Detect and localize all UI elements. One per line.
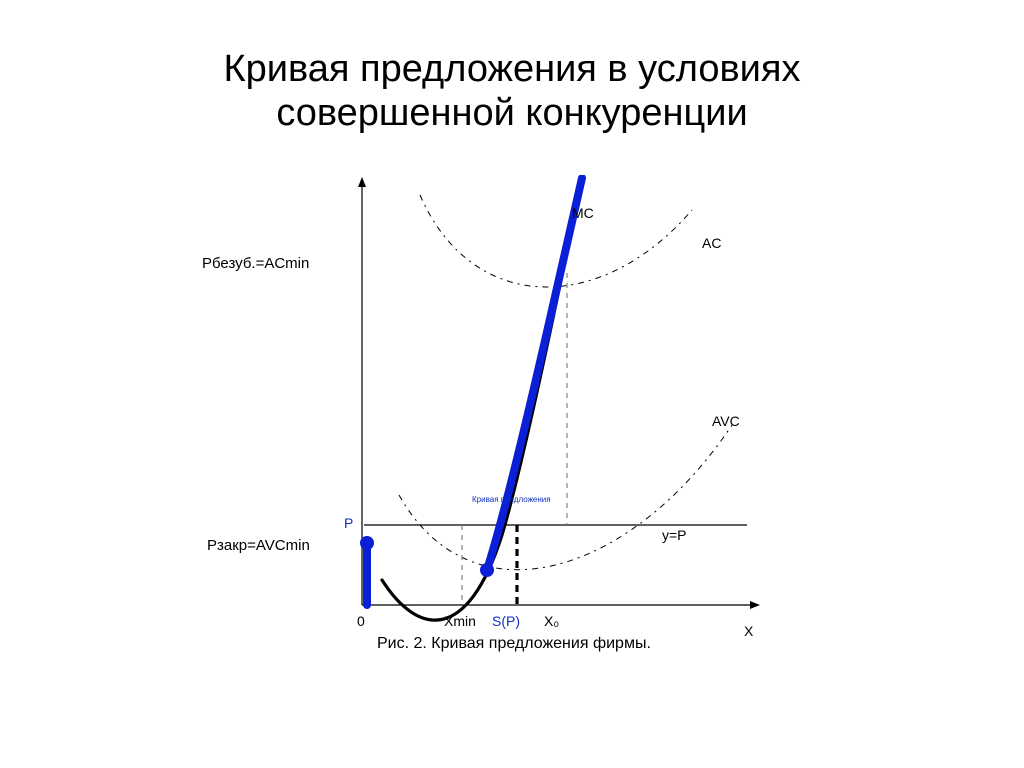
label-p: P	[344, 515, 353, 531]
label-ac: AC	[702, 235, 721, 251]
label-sp: S(P)	[492, 613, 520, 629]
label-x-axis: X	[744, 623, 753, 639]
title-line2: совершенной конкуренции	[276, 92, 747, 134]
chart-area: MC AC AVC P y=P Рбезуб.=ACmin Рзакр=AVCm…	[172, 175, 852, 695]
label-yp: y=P	[662, 527, 687, 543]
label-p-bezub: Рбезуб.=ACmin	[202, 255, 309, 272]
title-line1: Кривая предложения в условиях	[224, 48, 801, 90]
label-origin: 0	[357, 613, 365, 629]
label-p-zakr: Рзакр=AVCmin	[207, 537, 310, 554]
slide-title: Кривая предложения в условиях совершенно…	[0, 48, 1024, 135]
label-supply-small: Кривая предложения	[472, 495, 551, 504]
label-x0: X₀	[544, 613, 559, 629]
label-mc: MC	[572, 205, 594, 221]
chart-caption: Рис. 2. Кривая предложения фирмы.	[377, 635, 651, 653]
label-avc: AVC	[712, 413, 740, 429]
label-xmin: Xmin	[444, 613, 476, 629]
